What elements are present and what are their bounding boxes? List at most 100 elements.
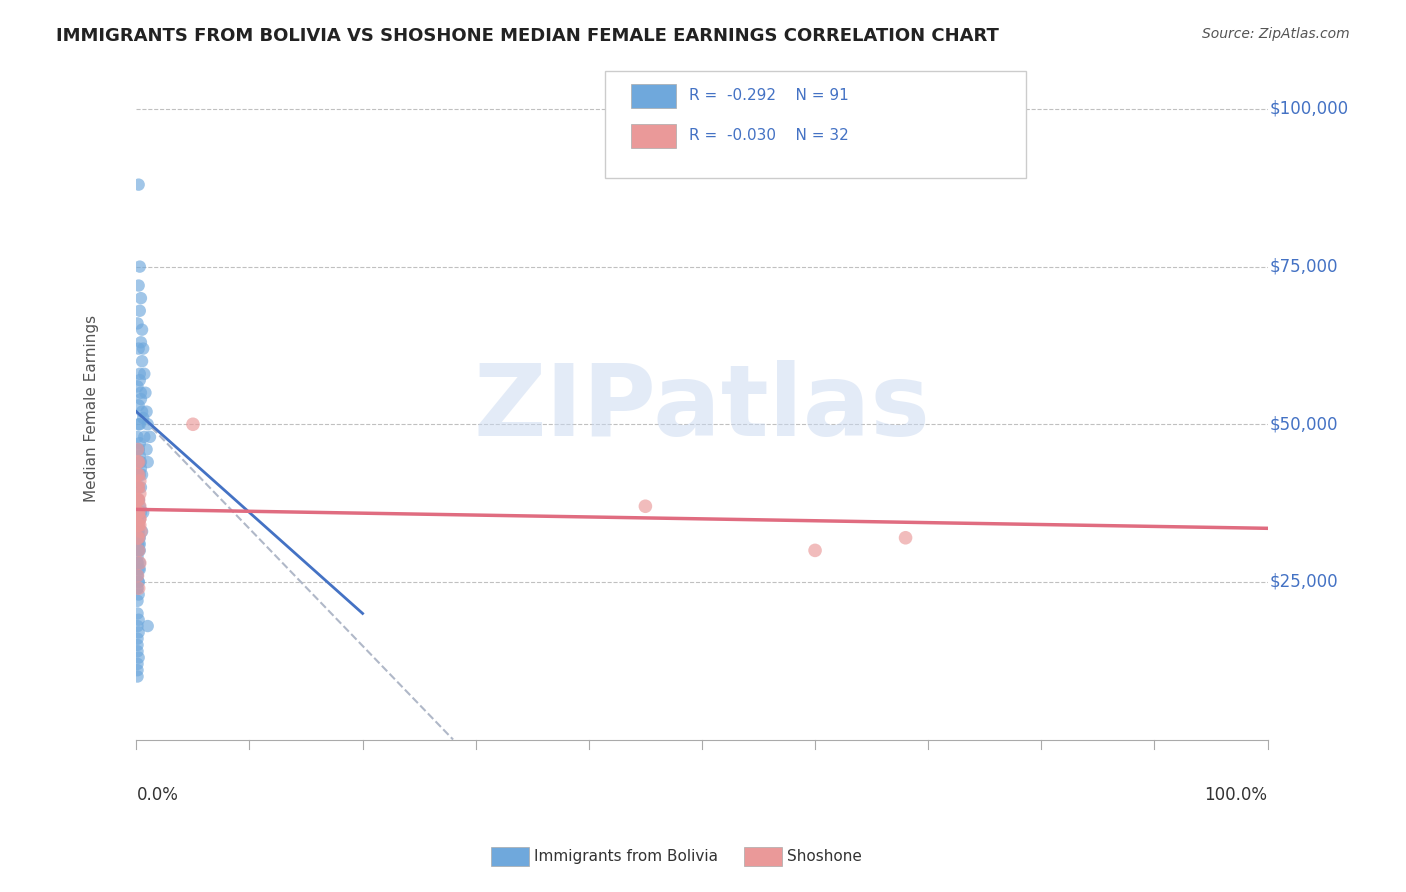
Point	[128, 518, 150, 533]
Point	[128, 625, 150, 640]
Point	[128, 480, 150, 494]
Point	[128, 537, 150, 551]
Point	[127, 638, 149, 652]
Text: R =  -0.030    N = 32: R = -0.030 N = 32	[689, 128, 849, 143]
Point	[128, 512, 150, 526]
Point	[128, 543, 150, 558]
Point	[128, 581, 150, 595]
Point	[128, 524, 150, 539]
Point	[128, 518, 150, 533]
Point	[128, 474, 150, 488]
Point	[127, 467, 149, 482]
Point	[128, 398, 150, 412]
Point	[128, 556, 150, 570]
Point	[128, 492, 150, 507]
Point	[127, 467, 149, 482]
Point	[129, 461, 152, 475]
Point	[128, 492, 150, 507]
Point	[127, 506, 149, 520]
Point	[127, 619, 149, 633]
Point	[127, 531, 149, 545]
Point	[139, 430, 162, 444]
Point	[131, 524, 153, 539]
Point	[127, 480, 149, 494]
Point	[128, 417, 150, 432]
Point	[129, 480, 152, 494]
Point	[128, 500, 150, 514]
Point	[127, 568, 149, 582]
Point	[127, 549, 149, 564]
Point	[128, 531, 150, 545]
Point	[804, 543, 827, 558]
Text: Source: ZipAtlas.com: Source: ZipAtlas.com	[1202, 27, 1350, 41]
Point	[127, 531, 149, 545]
Text: R =  -0.292    N = 91: R = -0.292 N = 91	[689, 88, 849, 103]
Point	[127, 669, 149, 683]
Text: 100.0%: 100.0%	[1205, 786, 1268, 804]
Point	[128, 436, 150, 450]
Point	[127, 537, 149, 551]
Point	[128, 543, 150, 558]
Point	[128, 442, 150, 457]
Point	[128, 467, 150, 482]
Point	[132, 342, 155, 356]
Point	[134, 367, 156, 381]
Point	[128, 455, 150, 469]
Point	[128, 278, 150, 293]
Point	[131, 354, 153, 368]
Point	[127, 512, 149, 526]
Point	[128, 500, 150, 514]
Point	[132, 506, 155, 520]
Point	[127, 581, 149, 595]
Point	[128, 543, 150, 558]
Point	[135, 442, 157, 457]
Point	[128, 506, 150, 520]
Point	[127, 430, 149, 444]
Point	[127, 492, 149, 507]
Point	[129, 291, 152, 305]
Point	[128, 442, 150, 457]
Point	[127, 657, 149, 671]
Point	[128, 650, 150, 665]
Text: $75,000: $75,000	[1270, 258, 1339, 276]
Point	[127, 480, 149, 494]
Point	[128, 303, 150, 318]
Point	[127, 492, 149, 507]
Point	[127, 442, 149, 457]
Point	[127, 455, 149, 469]
Point	[128, 178, 150, 192]
Text: Shoshone: Shoshone	[787, 849, 862, 863]
Point	[128, 613, 150, 627]
Point	[129, 392, 152, 406]
Point	[127, 518, 149, 533]
Point	[127, 524, 149, 539]
Text: ZIPatlas: ZIPatlas	[474, 360, 931, 457]
Point	[128, 512, 150, 526]
Point	[128, 486, 150, 500]
Point	[127, 581, 149, 595]
Point	[134, 430, 156, 444]
Point	[128, 467, 150, 482]
Point	[134, 385, 156, 400]
Point	[128, 449, 150, 463]
Point	[127, 492, 149, 507]
Point	[127, 632, 149, 646]
Point	[127, 317, 149, 331]
Point	[128, 417, 150, 432]
Point	[127, 663, 149, 677]
Point	[136, 417, 159, 432]
Point	[128, 260, 150, 274]
Point	[129, 385, 152, 400]
Point	[127, 607, 149, 621]
Point	[127, 644, 149, 658]
Point	[128, 543, 150, 558]
Text: IMMIGRANTS FROM BOLIVIA VS SHOSHONE MEDIAN FEMALE EARNINGS CORRELATION CHART: IMMIGRANTS FROM BOLIVIA VS SHOSHONE MEDI…	[56, 27, 1000, 45]
Point	[128, 492, 150, 507]
Point	[136, 619, 159, 633]
Point	[128, 556, 150, 570]
Text: Median Female Earnings: Median Female Earnings	[83, 315, 98, 502]
Point	[128, 506, 150, 520]
Point	[127, 594, 149, 608]
Point	[131, 404, 153, 418]
Point	[131, 467, 153, 482]
